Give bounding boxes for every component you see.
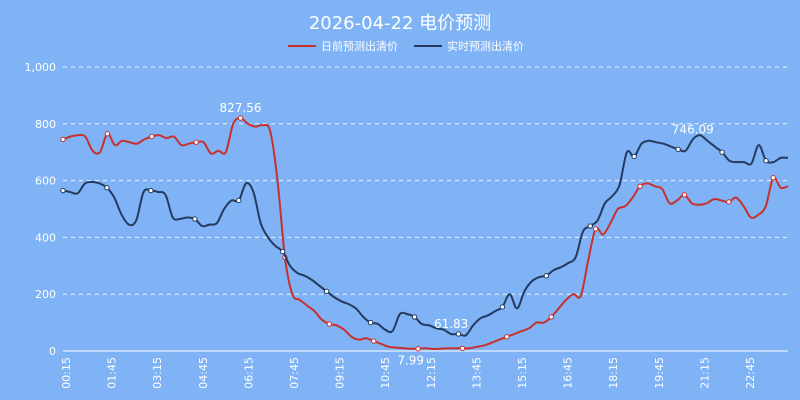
data-point	[104, 185, 110, 191]
data-point	[60, 187, 66, 194]
y-tick-label: 400	[35, 231, 56, 244]
data-point	[60, 136, 66, 143]
data-point	[371, 338, 377, 344]
x-tick-label: 13:45	[470, 357, 483, 389]
data-point	[763, 158, 769, 164]
data-point	[548, 314, 554, 320]
legend[interactable]: 日前预测出清价 实时预测出清价	[288, 39, 524, 53]
series-line-real-time	[62, 134, 789, 337]
annotation-label: 7.99	[397, 354, 424, 368]
data-point	[681, 192, 688, 198]
data-point	[719, 149, 725, 155]
data-point	[193, 139, 199, 145]
data-point	[675, 146, 681, 153]
data-point	[543, 273, 550, 279]
data-point	[459, 345, 466, 352]
legend-label-day-ahead: 日前预测出清价	[321, 39, 398, 53]
data-point	[104, 131, 111, 137]
data-point	[148, 187, 154, 194]
annotations: 827.56 7.99 61.83 746.09	[220, 101, 714, 368]
data-point	[411, 314, 418, 320]
annotation-label: 61.83	[434, 317, 468, 331]
legend-item-day-ahead[interactable]: 日前预测出清价	[288, 39, 398, 53]
x-tick-label: 03:15	[151, 357, 164, 389]
annotation-label: 746.09	[672, 122, 714, 136]
x-tick-label: 22:45	[744, 357, 757, 389]
data-point	[587, 223, 593, 229]
data-point	[323, 288, 330, 295]
x-tick-label: 16:45	[562, 357, 575, 389]
y-axis-ticks: 0 200 400 600 800 1,000	[25, 61, 57, 358]
data-point	[149, 133, 155, 140]
data-point	[770, 175, 776, 181]
x-tick-label: 00:15	[60, 357, 73, 389]
data-point	[279, 248, 286, 255]
data-point	[415, 346, 421, 352]
x-tick-label: 21:15	[698, 357, 711, 389]
legend-item-real-time[interactable]: 实时预测出清价	[414, 39, 524, 53]
data-point	[237, 115, 244, 121]
x-tick-label: 18:15	[607, 357, 620, 389]
data-point	[455, 331, 462, 337]
data-point	[504, 334, 510, 340]
data-point	[367, 319, 374, 326]
y-tick-label: 600	[35, 175, 56, 188]
data-point	[637, 183, 643, 189]
x-axis: 00:15 01:45 03:15 04:45 06:15 07:45 09:15 10:45…	[60, 350, 788, 389]
data-point	[326, 321, 333, 327]
data-point	[631, 153, 637, 160]
gridlines	[63, 66, 788, 295]
y-tick-label: 800	[35, 118, 56, 131]
chart-title: 2026-04-22 电价预测	[309, 13, 491, 34]
legend-label-real-time: 实时预测出清价	[447, 39, 524, 53]
y-tick-label: 0	[49, 345, 56, 358]
plot-area	[60, 115, 789, 352]
x-tick-label: 06:15	[242, 357, 255, 389]
data-point	[192, 216, 198, 222]
data-point	[726, 199, 732, 205]
data-point	[499, 304, 506, 310]
x-tick-label: 15:15	[516, 357, 529, 389]
data-point	[592, 226, 599, 232]
y-tick-label: 1,000	[25, 61, 57, 74]
data-point	[236, 197, 242, 204]
x-tick-label: 10:45	[379, 357, 392, 389]
series-line-day-ahead	[62, 117, 789, 351]
x-tick-label: 09:15	[334, 357, 347, 389]
y-tick-label: 200	[35, 288, 56, 301]
x-tick-label: 19:45	[653, 357, 666, 389]
x-tick-label: 01:45	[106, 357, 119, 389]
x-tick-label: 12:15	[425, 357, 438, 389]
x-tick-label: 07:45	[288, 357, 301, 389]
x-tick-label: 04:45	[197, 357, 210, 389]
annotation-label: 827.56	[220, 101, 262, 115]
